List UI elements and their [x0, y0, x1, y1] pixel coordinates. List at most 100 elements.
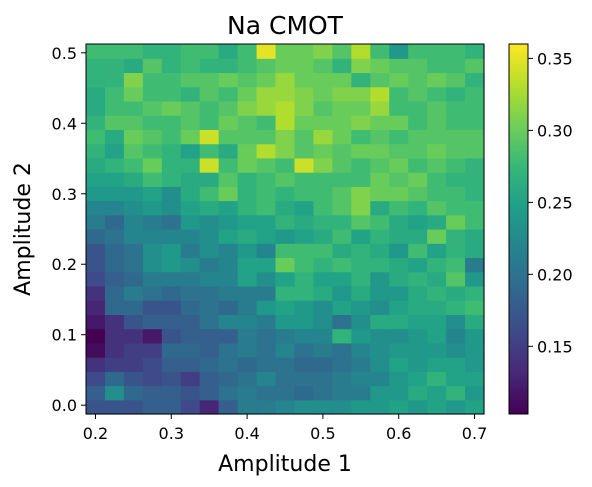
heatmap-cell: [446, 58, 466, 74]
heatmap-cell: [256, 399, 277, 415]
heatmap-cell: [104, 172, 125, 187]
heatmap-cell: [104, 399, 125, 415]
heatmap-cell: [408, 200, 428, 216]
heatmap-cell: [256, 271, 277, 287]
heatmap-cell: [104, 314, 125, 330]
heatmap-cell: [465, 200, 485, 216]
heatmap-cell: [408, 371, 428, 387]
heatmap-cell: [86, 257, 106, 273]
heatmap-cell: [465, 58, 485, 74]
heatmap-cell: [199, 342, 220, 358]
heatmap-cell: [86, 357, 106, 372]
heatmap-cell: [294, 314, 315, 330]
heatmap-cell: [142, 342, 163, 358]
heatmap-cell: [104, 385, 125, 401]
heatmap-cell: [142, 314, 163, 330]
heatmap-cell: [370, 271, 390, 287]
heatmap-cell: [389, 200, 409, 216]
heatmap-cell: [332, 300, 352, 315]
heatmap-cell: [446, 328, 466, 344]
heatmap-cell: [408, 129, 428, 145]
heatmap-cell: [332, 58, 352, 74]
heatmap-cell: [218, 172, 239, 187]
heatmap-cell: [180, 314, 201, 330]
heatmap-cell: [256, 342, 277, 358]
heatmap-cell: [199, 328, 220, 344]
heatmap-cell: [389, 385, 409, 401]
heatmap-cell: [237, 143, 258, 159]
heatmap-cell: [275, 86, 296, 102]
heatmap-cell: [275, 100, 296, 116]
heatmap-cell: [142, 214, 163, 230]
heatmap-cell: [218, 157, 239, 173]
heatmap-cell: [142, 271, 163, 287]
heatmap-cell: [408, 86, 428, 102]
heatmap-cell: [199, 186, 220, 202]
heatmap-cell: [408, 100, 428, 116]
heatmap-cell: [351, 172, 371, 187]
y-tick-label: 0.1: [52, 326, 77, 345]
heatmap-cell: [351, 115, 371, 130]
heatmap-cell: [86, 229, 106, 244]
heatmap-cell: [161, 115, 182, 130]
heatmap-cell: [86, 300, 106, 315]
heatmap-cell: [256, 229, 277, 244]
heatmap-cell: [142, 300, 163, 315]
heatmap-cell: [256, 314, 277, 330]
heatmap-cell: [313, 157, 333, 173]
heatmap-cell: [218, 328, 239, 344]
heatmap-cell: [142, 399, 163, 415]
heatmap-cell: [86, 115, 106, 130]
heatmap-cell: [408, 58, 428, 74]
heatmap-cell: [427, 186, 447, 202]
heatmap-cell: [446, 115, 466, 130]
heatmap-cell: [351, 285, 371, 301]
heatmap-cell: [332, 229, 352, 244]
heatmap-cell: [237, 357, 258, 372]
heatmap-cell: [389, 399, 409, 415]
heatmap-cell: [86, 72, 106, 88]
heatmap-cell: [180, 58, 201, 74]
heatmap-cell: [275, 342, 296, 358]
heatmap-cell: [86, 172, 106, 187]
heatmap-cell: [294, 100, 315, 116]
heatmap-cell: [218, 200, 239, 216]
heatmap-cell: [389, 115, 409, 130]
heatmap-cell: [199, 357, 220, 372]
heatmap-cell: [446, 385, 466, 401]
heatmap-cell: [351, 129, 371, 145]
x-tick-label: 0.5: [310, 424, 335, 443]
heatmap-cell: [104, 129, 125, 145]
heatmap-cell: [104, 186, 125, 202]
heatmap-cell: [180, 342, 201, 358]
heatmap-cell: [370, 72, 390, 88]
heatmap-cell: [294, 115, 315, 130]
heatmap-cell: [408, 143, 428, 159]
heatmap-cell: [351, 314, 371, 330]
heatmap-cell: [465, 257, 485, 273]
heatmap-cell: [142, 143, 163, 159]
heatmap-cell: [408, 357, 428, 372]
heatmap-cell: [199, 58, 220, 74]
heatmap-cell: [180, 243, 201, 259]
heatmap-cell: [275, 371, 296, 387]
heatmap-cell: [389, 86, 409, 102]
heatmap-cell: [332, 271, 352, 287]
heatmap-cell: [294, 399, 315, 415]
heatmap-cell: [465, 328, 485, 344]
y-axis-label: Amplitude 2: [11, 162, 36, 296]
heatmap-cell: [161, 86, 182, 102]
heatmap-cell: [142, 229, 163, 244]
heatmap-cell: [180, 357, 201, 372]
heatmap-cell: [332, 157, 352, 173]
heatmap-cell: [86, 186, 106, 202]
heatmap-cell: [332, 328, 352, 344]
heatmap-cell: [180, 200, 201, 216]
heatmap-cell: [180, 300, 201, 315]
heatmap-cell: [294, 385, 315, 401]
heatmap-cell: [180, 385, 201, 401]
heatmap-cell: [161, 285, 182, 301]
heatmap-cell: [351, 157, 371, 173]
heatmap-cell: [370, 115, 390, 130]
heatmap-cell: [256, 300, 277, 315]
